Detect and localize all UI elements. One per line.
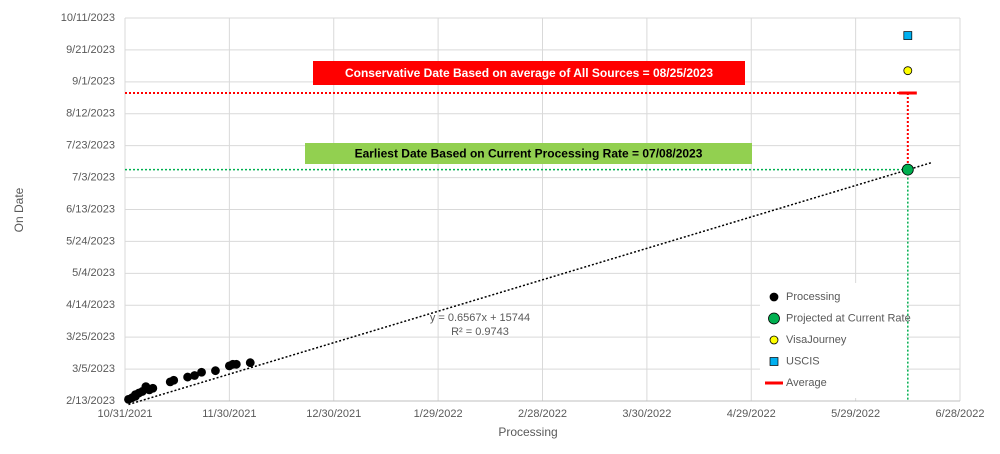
legend-marker xyxy=(765,381,783,385)
point xyxy=(197,367,206,377)
legend-marker xyxy=(768,312,780,325)
point xyxy=(211,366,220,376)
x-tick-label: 4/29/2022 xyxy=(727,408,776,420)
x-tick-label: 10/31/2021 xyxy=(97,408,152,420)
x-tick-label: 3/30/2022 xyxy=(622,408,671,420)
point xyxy=(901,163,914,176)
legend-marker xyxy=(769,335,779,345)
x-tick-label: 11/30/2021 xyxy=(202,408,256,420)
legend-marker xyxy=(769,357,779,366)
x-tick-label: 12/30/2021 xyxy=(306,408,361,420)
point xyxy=(903,31,913,40)
x-tick-label: 1/29/2022 xyxy=(414,408,463,420)
legend-label: Projected at Current Rate xyxy=(786,312,911,324)
legend-label: USCIS xyxy=(786,355,820,367)
x-tick-label: 2/28/2022 xyxy=(518,408,567,420)
y-tick-label: 6/13/2023 xyxy=(66,203,115,215)
x-tick-label: 6/28/2022 xyxy=(936,408,985,420)
y-tick-label: 5/24/2023 xyxy=(66,235,115,247)
point xyxy=(148,383,158,393)
point xyxy=(245,358,255,368)
x-axis-title: Processing xyxy=(498,425,557,439)
trendline-r2: R² = 0.9743 xyxy=(451,326,509,338)
banner-text: Conservative Date Based on average of Al… xyxy=(345,66,713,80)
banner xyxy=(305,143,752,164)
point xyxy=(231,359,241,369)
legend-label: Average xyxy=(786,377,827,389)
y-tick-label: 7/3/2023 xyxy=(72,171,115,183)
banner xyxy=(313,61,745,85)
legend-label: Processing xyxy=(786,291,840,303)
point xyxy=(169,375,179,385)
y-tick-label: 3/25/2023 xyxy=(66,331,115,343)
x-tick-label: 5/29/2022 xyxy=(831,408,880,420)
banner-text: Earliest Date Based on Current Processin… xyxy=(355,147,703,161)
legend-marker xyxy=(769,292,779,302)
y-tick-label: 10/11/2023 xyxy=(61,12,115,24)
y-tick-label: 4/14/2023 xyxy=(66,299,115,311)
y-tick-label: 2/13/2023 xyxy=(66,395,115,407)
trendline-equation: y = 0.6567x + 15744 xyxy=(430,312,530,324)
y-tick-label: 5/4/2023 xyxy=(72,267,115,279)
point xyxy=(903,66,913,76)
y-tick-label: 9/21/2023 xyxy=(66,44,115,56)
y-tick-label: 3/5/2023 xyxy=(72,363,115,375)
y-tick-label: 7/23/2023 xyxy=(66,140,115,152)
point xyxy=(898,91,917,95)
legend-label: VisaJourney xyxy=(786,334,847,346)
y-tick-label: 9/1/2023 xyxy=(72,76,115,88)
legend xyxy=(760,283,906,398)
y-axis-title: On Date xyxy=(12,187,26,232)
y-tick-label: 8/12/2023 xyxy=(66,108,115,120)
